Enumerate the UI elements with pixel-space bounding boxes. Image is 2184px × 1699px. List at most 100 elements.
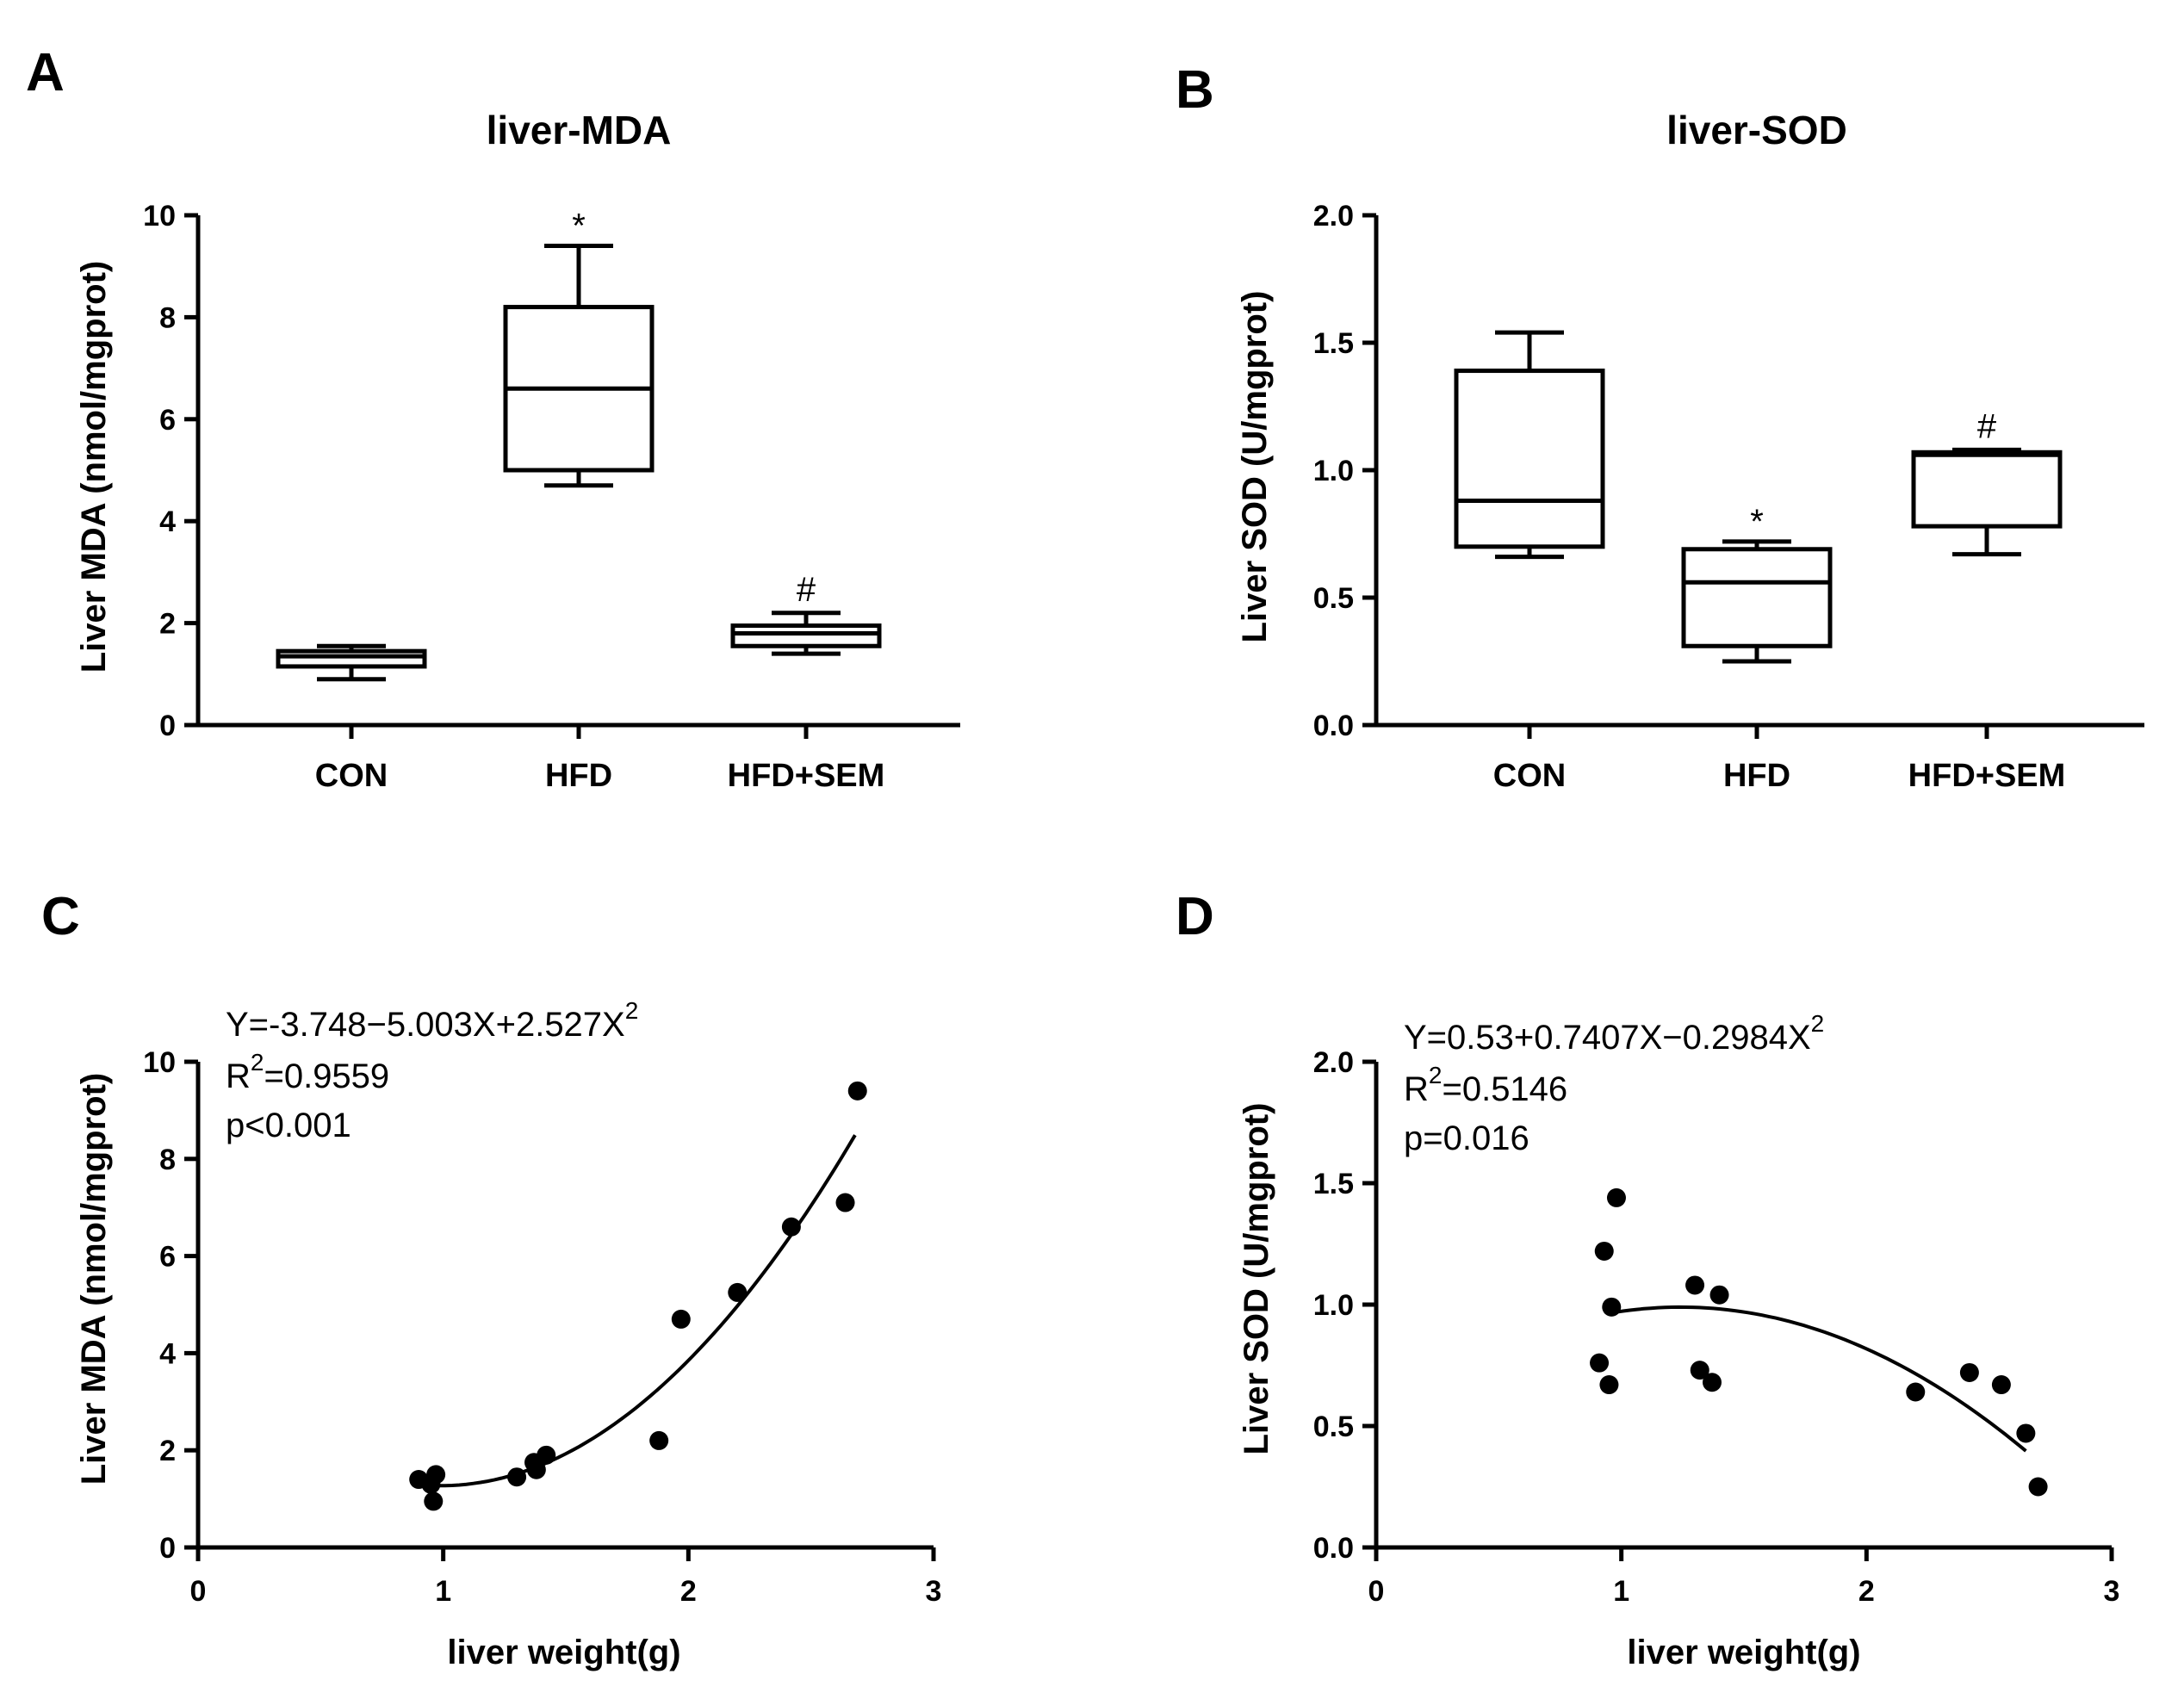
panel-a-y-axis-label: Liver MDA (nmol/mgprot) (75, 261, 113, 673)
panel-d-x-tick-label: 2 (1858, 1575, 1875, 1608)
panel-d-y-tick-label: 0.0 (1313, 1532, 1354, 1565)
panel-a-y-tick-label: 6 (159, 404, 176, 437)
panel-b-y-tick-label: 0.5 (1313, 582, 1354, 615)
panel-c-r2-label: R (226, 1057, 251, 1095)
panel-d-data-point (1590, 1353, 1610, 1373)
panel-b-title: liver-SOD (1666, 108, 1847, 152)
panel-c-data-point (728, 1282, 748, 1302)
panel-d-r2-exponent: 2 (1429, 1062, 1443, 1088)
panel-d-fit-curve (1609, 1305, 2027, 1453)
panel-c-x-axis-label: liver weight(g) (447, 1634, 680, 1671)
panel-c-p-value: p<0.001 (226, 1107, 351, 1144)
panel-c-fit-curve (431, 1134, 857, 1488)
panel-b-y-tick-label: 0.0 (1313, 710, 1354, 742)
panel-c-y-tick-label: 8 (159, 1144, 176, 1176)
panel-b-y-axis-label: Liver SOD (U/mgprot) (1236, 291, 1274, 643)
panel-label-c: C (41, 887, 80, 946)
panel-c-data-point (526, 1460, 546, 1479)
panel-b-significance-mark: * (1750, 503, 1764, 541)
panel-a-title: liver-MDA (487, 108, 672, 152)
panel-c-data-point (835, 1193, 855, 1212)
panel-d-data-point (2028, 1477, 2048, 1497)
panel-a-box-1: * (503, 208, 655, 488)
panel-a-box-rect (276, 648, 427, 669)
panel-a-y-tick-label: 4 (159, 505, 176, 538)
panel-b-category-label: HFD+SEM (1908, 758, 2066, 794)
panel-c-data-point (671, 1309, 691, 1329)
panel-c-r2-value: =0.9559 (264, 1057, 389, 1095)
panel-d-data-point (2016, 1423, 2036, 1443)
panel-d-r-squared: R2=0.5146 (1404, 1062, 1567, 1108)
panel-c-y-axis-label: Liver MDA (nmol/mgprot) (75, 1073, 113, 1485)
panel-b-chart: liver-SOD Liver SOD (U/mgprot) CON HFD H… (1236, 108, 2144, 794)
panel-d-r2-label: R (1404, 1070, 1429, 1108)
panel-b-box-rect (1454, 369, 1605, 549)
panel-c-x-tick-label: 3 (926, 1575, 942, 1608)
panel-a-y-tick-label: 10 (143, 200, 176, 233)
panel-c-r-squared: R2=0.9559 (226, 1049, 389, 1095)
panel-c-data-point (426, 1465, 446, 1485)
panel-c-data-point (847, 1081, 867, 1101)
panel-c-y-tick-label: 4 (159, 1337, 176, 1370)
panel-a-box-0 (276, 643, 427, 682)
panel-d-y-tick-label: 2.0 (1313, 1046, 1354, 1079)
panel-c-y-tick-label: 0 (159, 1532, 176, 1565)
panel-c-equation-exponent: 2 (625, 997, 639, 1024)
panel-d-data-point (1685, 1275, 1705, 1295)
panel-d-x-tick-label: 1 (1613, 1575, 1629, 1608)
panel-c-data-point (424, 1491, 444, 1511)
panel-b-category-label: CON (1493, 758, 1566, 794)
panel-a-y-tick-label: 8 (159, 301, 176, 334)
panel-a-box-2: # (730, 571, 882, 656)
panel-b-box-0 (1454, 330, 1605, 560)
panel-c-y-tick-label: 2 (159, 1435, 176, 1467)
panel-a-box-rect (730, 623, 882, 648)
panel-c-equation-text: Y=-3.748−5.003X+2.527X (226, 1006, 625, 1044)
panel-d-x-tick-label: 3 (2104, 1575, 2120, 1608)
panel-c-y-tick-label: 6 (159, 1241, 176, 1274)
panel-c-x-tick-label: 2 (680, 1575, 697, 1608)
panel-a-significance-mark: * (572, 208, 586, 245)
panel-c-fit-equation: Y=-3.748−5.003X+2.527X2 (226, 997, 638, 1044)
panel-d-data-point (1594, 1241, 1614, 1261)
panel-c-r2-exponent: 2 (251, 1049, 264, 1076)
panel-d-data-point (1959, 1362, 1979, 1382)
panel-c-x-tick-label: 1 (435, 1575, 451, 1608)
panel-b-significance-mark: # (1977, 407, 1997, 445)
panel-c-data-point (781, 1217, 801, 1237)
panel-c-chart: Liver MDA (nmol/mgprot) liver weight(g) … (75, 997, 941, 1671)
panel-d-y-axis-label: Liver SOD (U/mgprot) (1238, 1103, 1275, 1455)
panel-label-b: B (1176, 60, 1214, 120)
panel-c-y-tick-label: 10 (143, 1046, 176, 1079)
panel-b-y-tick-label: 1.0 (1313, 455, 1354, 487)
panel-d-data-point (1906, 1382, 1926, 1402)
panel-d-data-point (1991, 1375, 2011, 1395)
panel-a-chart: liver-MDA Liver MDA (nmol/mgprot) CON HF… (75, 108, 960, 794)
panel-b-box-rect (1911, 450, 2063, 529)
panel-d-fit-equation: Y=0.53+0.7407X−0.2984X2 (1404, 1010, 1824, 1057)
panel-a-y-tick-label: 0 (159, 710, 176, 742)
panel-d-y-tick-label: 1.0 (1313, 1289, 1354, 1322)
panel-b-box-2: # (1911, 407, 2063, 557)
panel-c-data-point (537, 1445, 556, 1465)
panel-d-chart: Liver SOD (U/mgprot) liver weight(g) Y=0… (1238, 1010, 2119, 1671)
panel-a-category-label: HFD (545, 758, 612, 794)
panel-d-p-value: p=0.016 (1404, 1119, 1529, 1157)
panel-b-box-rect (1681, 547, 1833, 648)
panel-d-data-point (1702, 1373, 1722, 1392)
panel-label-d: D (1176, 887, 1214, 946)
panel-a-significance-mark: # (797, 571, 816, 609)
panel-c-data-point (507, 1467, 527, 1487)
panel-d-equation-exponent: 2 (1811, 1010, 1825, 1037)
panel-d-data-point (1599, 1375, 1619, 1395)
panel-label-a: A (26, 43, 65, 102)
panel-d-data-point (1709, 1285, 1729, 1305)
panel-a-category-label: HFD+SEM (728, 758, 885, 794)
panel-d-equation-text: Y=0.53+0.7407X−0.2984X (1404, 1019, 1811, 1057)
panel-a-category-label: CON (315, 758, 388, 794)
panel-d-y-tick-label: 1.5 (1313, 1168, 1354, 1200)
panel-d-x-tick-label: 0 (1368, 1575, 1385, 1608)
panel-c-x-tick-label: 0 (190, 1575, 207, 1608)
panel-b-box-1: * (1681, 503, 1833, 664)
